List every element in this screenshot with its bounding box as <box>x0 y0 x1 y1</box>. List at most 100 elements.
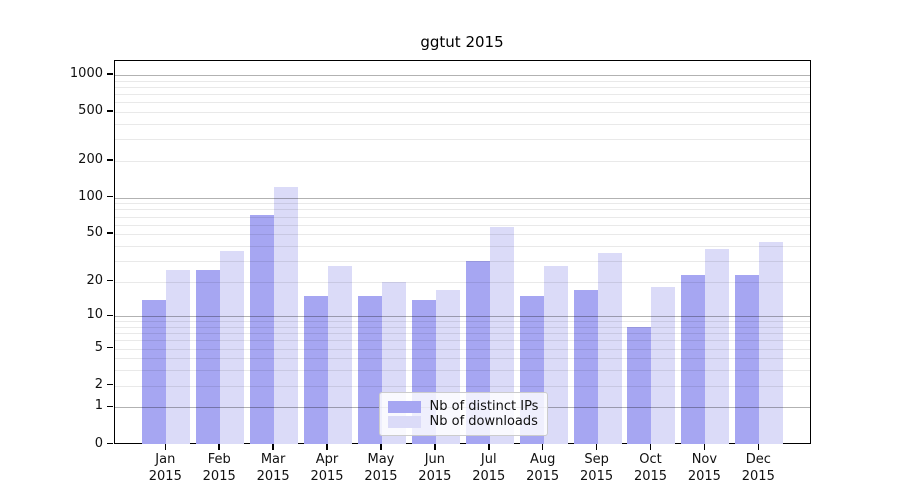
x-tick-label: Aug 2015 <box>511 451 575 485</box>
y-tick-label: 2 <box>94 376 103 392</box>
gridline-major <box>114 197 810 199</box>
gridline-minor <box>114 203 810 205</box>
gridline-minor <box>114 123 810 125</box>
bar-downloads-dec <box>759 242 784 445</box>
gridline-minor <box>114 281 810 283</box>
x-tick-label-month: Aug <box>529 452 556 467</box>
gridline-minor <box>114 216 810 218</box>
x-tick-label: Oct 2015 <box>618 451 682 485</box>
gridline-minor <box>114 224 810 226</box>
gridline-minor <box>114 321 810 323</box>
gridline-minor <box>114 245 810 247</box>
x-tick-mark <box>326 443 328 450</box>
x-tick-label-month: Apr <box>315 452 339 467</box>
y-tick-mark <box>107 442 113 445</box>
bar-downloads-mar <box>274 187 299 445</box>
gridline-minor <box>114 86 810 88</box>
bar-downloads-oct <box>651 287 676 445</box>
y-tick-mark <box>107 314 113 316</box>
plot-area: Nb of distinct IPs Nb of downloads <box>113 60 811 445</box>
x-tick-label-month: Mar <box>260 452 286 467</box>
gridline-minor <box>114 385 810 387</box>
chart-title: ggtut 2015 <box>420 33 504 51</box>
bar-downloads-feb <box>220 251 245 445</box>
gridline-minor <box>114 370 810 372</box>
y-tick-label: 20 <box>86 272 103 288</box>
x-tick-mark <box>595 443 598 450</box>
x-tick-label-year: 2015 <box>418 469 452 484</box>
bar-distinct-ips-jan <box>142 299 167 445</box>
y-tick-mark <box>107 232 113 234</box>
x-tick-label: Mar 2015 <box>241 451 305 485</box>
legend: Nb of distinct IPs Nb of downloads <box>378 392 548 436</box>
gridline-major <box>114 75 810 77</box>
gridline-minor <box>114 94 810 96</box>
y-tick-mark <box>107 383 113 386</box>
x-tick-label: Apr 2015 <box>295 451 359 485</box>
x-tick-label-year: 2015 <box>687 469 721 484</box>
x-tick-mark <box>488 443 490 450</box>
x-tick-label: Nov 2015 <box>672 451 736 485</box>
y-tick-label: 200 <box>78 151 103 167</box>
x-tick-mark <box>380 443 382 450</box>
gridline-minor <box>114 112 810 114</box>
x-tick-label-year: 2015 <box>310 469 344 484</box>
gridline-minor <box>114 209 810 211</box>
y-tick-mark <box>107 279 113 282</box>
gridline-minor <box>114 358 810 360</box>
x-tick-mark <box>272 443 274 450</box>
x-tick-label-month: May <box>367 452 395 467</box>
x-tick-label-month: Feb <box>207 452 231 467</box>
bar-downloads-jan <box>166 270 191 445</box>
bar-distinct-ips-oct <box>627 326 652 445</box>
y-tick-mark <box>107 110 113 112</box>
y-tick-mark <box>107 346 113 349</box>
x-tick-label-year: 2015 <box>472 469 506 484</box>
legend-label: Nb of distinct IPs <box>429 399 539 414</box>
x-tick-label: Sep 2015 <box>565 451 629 485</box>
bar-downloads-apr <box>328 266 353 445</box>
y-tick-mark <box>107 73 113 75</box>
x-tick-mark <box>164 443 167 450</box>
bar-distinct-ips-feb <box>196 270 221 445</box>
x-tick-label-year: 2015 <box>148 469 182 484</box>
y-tick-label: 10 <box>86 307 103 323</box>
x-tick-mark <box>649 443 652 450</box>
gridline-minor <box>114 326 810 328</box>
x-tick-label: Feb 2015 <box>187 451 251 485</box>
x-tick-label-month: Jul <box>480 452 497 467</box>
x-tick-label-year: 2015 <box>526 469 560 484</box>
x-tick-label-month: Jun <box>424 452 445 467</box>
y-tick-mark <box>107 195 113 198</box>
y-tick-label: 1000 <box>69 66 103 82</box>
x-tick-mark <box>757 443 760 450</box>
x-tick-label-month: Jan <box>155 452 176 467</box>
x-tick-label: May 2015 <box>349 451 413 485</box>
y-tick-label: 100 <box>78 188 103 204</box>
gridline-minor <box>114 139 810 141</box>
x-tick-label-month: Dec <box>745 452 771 467</box>
gridline-minor <box>114 234 810 236</box>
bar-distinct-ips-dec <box>735 274 760 445</box>
x-tick-label: Jun 2015 <box>403 451 467 485</box>
x-tick-label-year: 2015 <box>741 469 775 484</box>
gridline-minor <box>114 340 810 342</box>
x-tick-label-year: 2015 <box>633 469 668 484</box>
legend-entry: Nb of distinct IPs <box>387 399 539 414</box>
x-tick-label: Jul 2015 <box>457 451 521 485</box>
x-tick-label-year: 2015 <box>364 469 398 484</box>
bar-downloads-aug <box>543 266 568 445</box>
x-tick-mark <box>703 443 706 450</box>
x-tick-label-year: 2015 <box>580 469 614 484</box>
legend-swatch-downloads <box>387 415 421 428</box>
x-tick-mark <box>434 443 436 450</box>
y-tick-label: 50 <box>86 225 103 241</box>
legend-entry: Nb of downloads <box>387 414 539 429</box>
legend-swatch-distinct-ips <box>387 400 421 413</box>
bar-distinct-ips-nov <box>681 274 706 445</box>
x-tick-label-month: Oct <box>639 452 662 467</box>
bar-distinct-ips-apr <box>304 296 329 445</box>
gridline-minor <box>114 102 810 104</box>
bar-downloads-sep <box>597 252 622 445</box>
